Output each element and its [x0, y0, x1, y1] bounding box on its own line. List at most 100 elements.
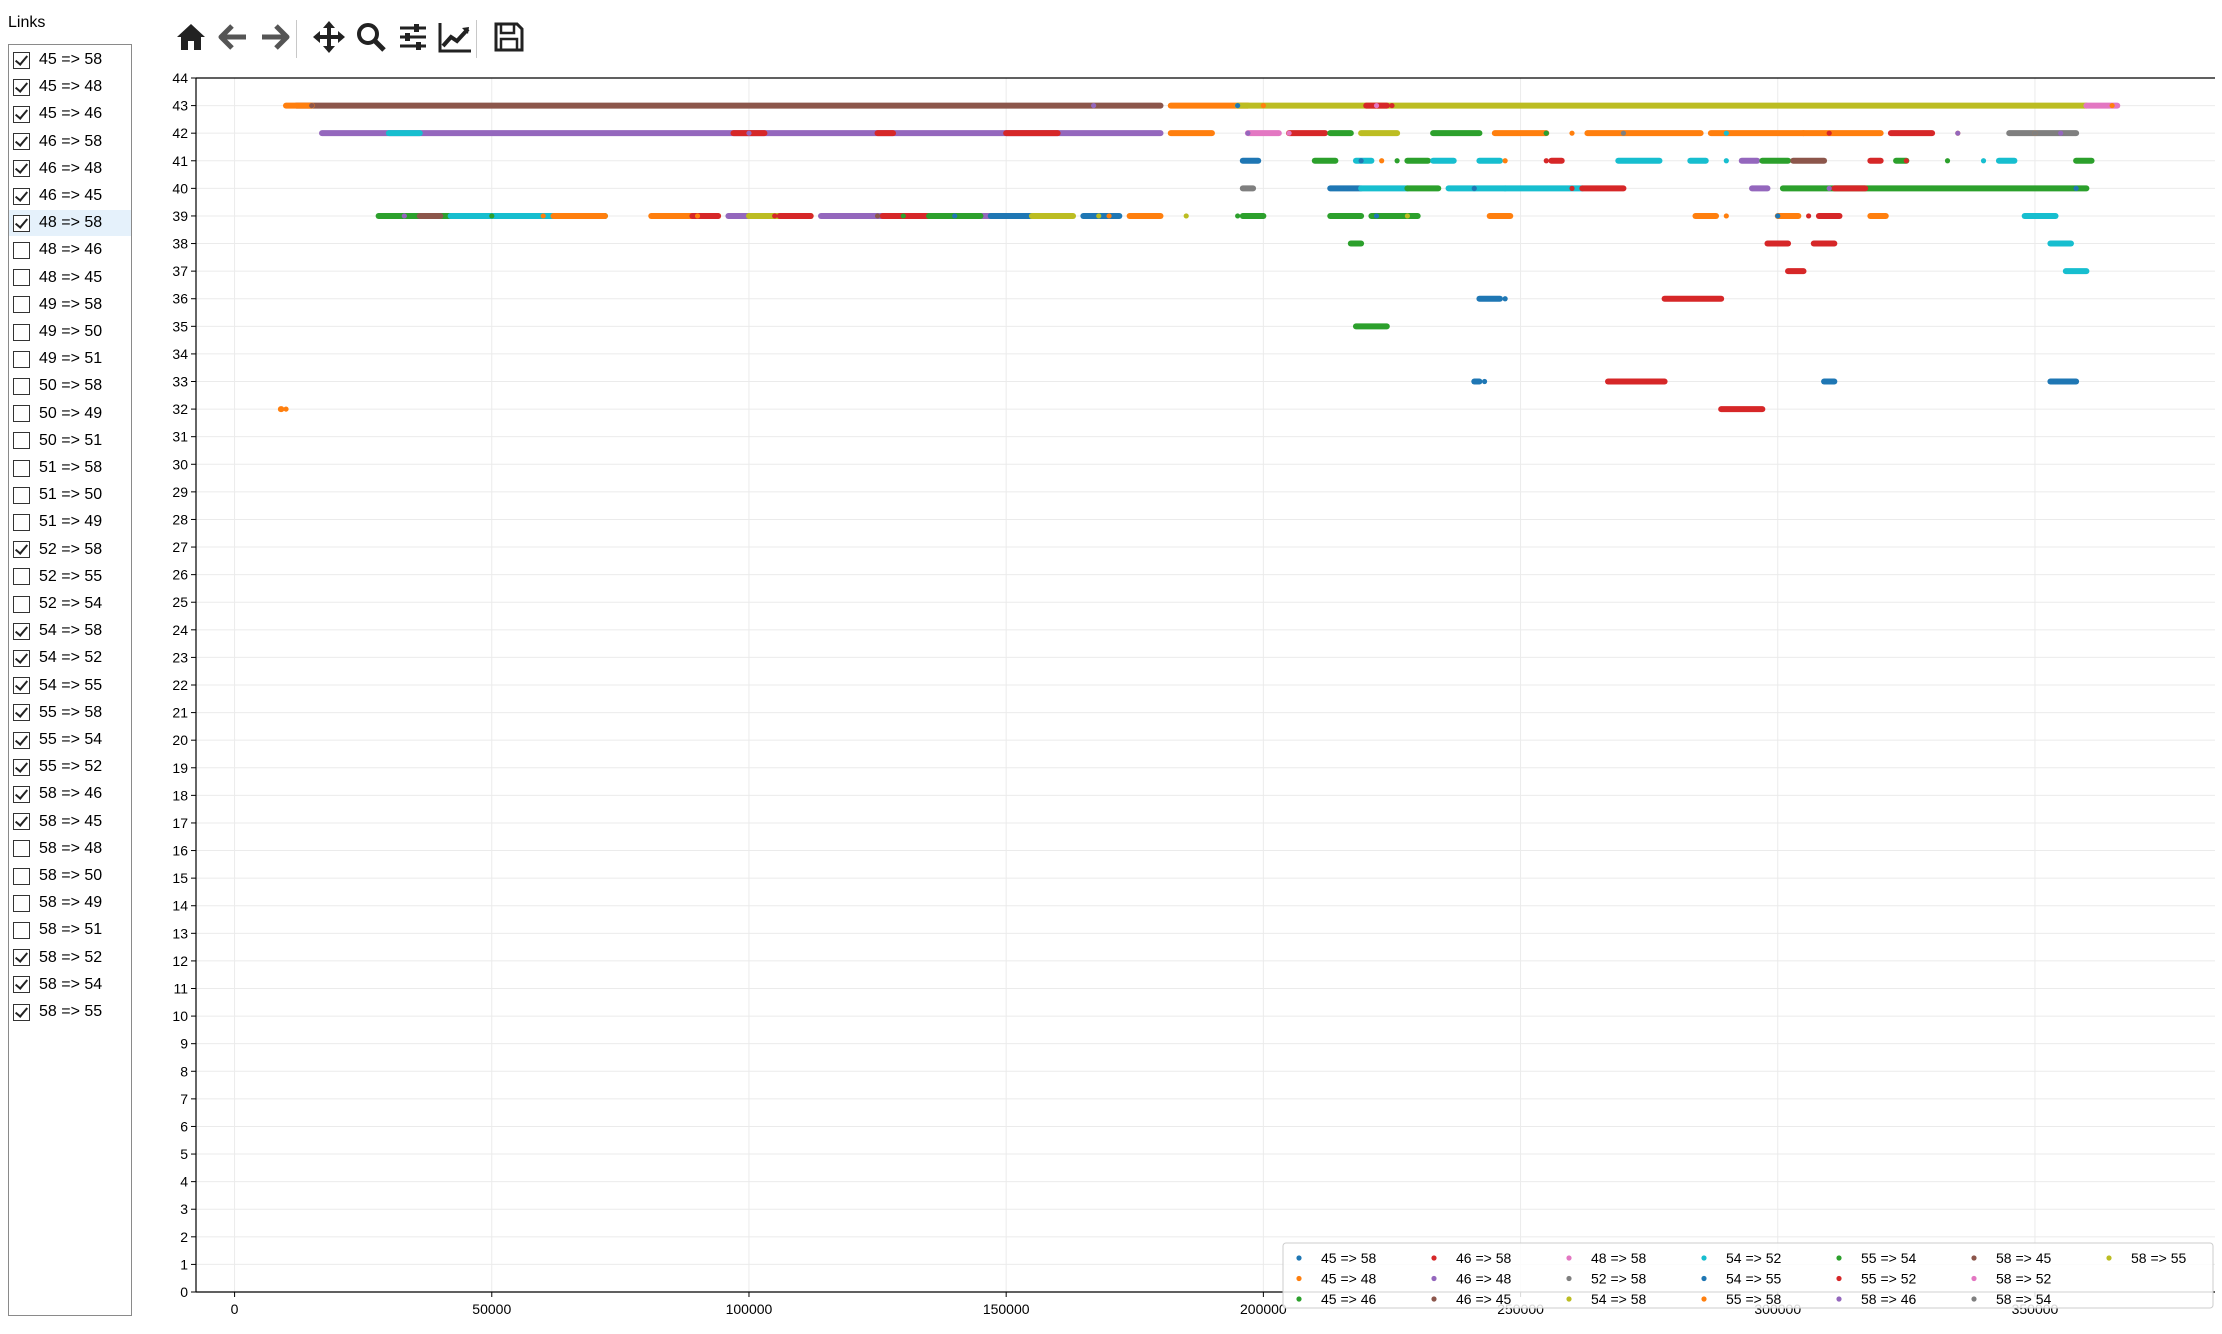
link-item[interactable]: 58 => 51	[9, 917, 131, 943]
link-checkbox[interactable]	[13, 323, 30, 341]
legend-marker	[1836, 1275, 1842, 1282]
link-checkbox[interactable]	[13, 350, 30, 368]
link-item[interactable]: 52 => 58	[9, 537, 131, 563]
legend-marker	[1296, 1255, 1302, 1261]
data-point	[1543, 130, 1549, 136]
link-checkbox[interactable]	[13, 187, 30, 205]
link-checkbox[interactable]	[13, 921, 30, 939]
edit-axis-curve-icon	[437, 20, 473, 59]
link-checkbox[interactable]	[13, 377, 30, 395]
link-item[interactable]: 49 => 58	[9, 292, 131, 318]
y-tick-label: 34	[172, 346, 188, 362]
link-checkbox[interactable]	[13, 758, 30, 776]
link-item[interactable]: 54 => 55	[9, 673, 131, 699]
link-checkbox[interactable]	[13, 78, 30, 96]
link-checkbox[interactable]	[13, 677, 30, 695]
link-checkbox[interactable]	[13, 160, 30, 178]
link-item[interactable]: 46 => 58	[9, 129, 131, 155]
link-checkbox[interactable]	[13, 405, 30, 423]
save-floppy-button[interactable]	[488, 16, 530, 62]
link-item[interactable]: 58 => 55	[9, 999, 131, 1025]
link-checkbox[interactable]	[13, 1003, 30, 1021]
link-checkbox[interactable]	[13, 840, 30, 858]
link-item[interactable]: 50 => 49	[9, 401, 131, 427]
link-item[interactable]: 55 => 54	[9, 727, 131, 753]
link-item[interactable]: 50 => 51	[9, 428, 131, 454]
link-item[interactable]: 54 => 58	[9, 618, 131, 644]
link-item[interactable]: 58 => 52	[9, 945, 131, 971]
link-item[interactable]: 45 => 48	[9, 74, 131, 100]
link-item[interactable]: 51 => 58	[9, 455, 131, 481]
link-checkbox[interactable]	[13, 51, 30, 69]
data-point	[1389, 102, 1395, 109]
link-item[interactable]: 58 => 49	[9, 890, 131, 916]
link-item[interactable]: 45 => 58	[9, 47, 131, 73]
link-label: 48 => 45	[39, 268, 103, 286]
data-point	[1235, 213, 1241, 219]
link-checkbox[interactable]	[13, 894, 30, 912]
link-checkbox[interactable]	[13, 785, 30, 803]
link-item[interactable]: 52 => 54	[9, 591, 131, 617]
link-checkbox[interactable]	[13, 133, 30, 151]
link-item[interactable]: 52 => 55	[9, 564, 131, 590]
link-checkbox[interactable]	[13, 296, 30, 314]
link-checkbox[interactable]	[13, 459, 30, 477]
link-checkbox[interactable]	[13, 568, 30, 586]
links-list[interactable]: 45 => 58 45 => 48 45 => 46 46 => 58 46 => 48…	[8, 44, 132, 1316]
link-checkbox[interactable]	[13, 867, 30, 885]
legend-marker	[1971, 1296, 1977, 1302]
link-item[interactable]: 58 => 48	[9, 836, 131, 862]
link-item[interactable]: 45 => 46	[9, 101, 131, 127]
link-checkbox[interactable]	[13, 541, 30, 559]
link-item[interactable]: 55 => 52	[9, 754, 131, 780]
link-item[interactable]: 49 => 51	[9, 346, 131, 372]
link-checkbox[interactable]	[13, 241, 30, 259]
link-checkbox[interactable]	[13, 269, 30, 287]
zoom-magnifier-button[interactable]	[350, 16, 392, 62]
link-checkbox[interactable]	[13, 813, 30, 831]
link-item[interactable]: 49 => 50	[9, 319, 131, 345]
link-checkbox[interactable]	[13, 513, 30, 531]
data-point	[1240, 185, 1246, 191]
link-item[interactable]: 46 => 48	[9, 156, 131, 182]
link-item[interactable]: 58 => 45	[9, 809, 131, 835]
link-checkbox[interactable]	[13, 976, 30, 994]
link-item[interactable]: 54 => 52	[9, 645, 131, 671]
data-point	[2073, 185, 2079, 191]
link-checkbox[interactable]	[13, 704, 30, 722]
pan-move-button[interactable]	[308, 16, 350, 62]
link-item[interactable]: 51 => 50	[9, 482, 131, 508]
data-point	[1595, 185, 1601, 191]
legend-label: 45 => 46	[1321, 1291, 1376, 1307]
link-item[interactable]: 51 => 49	[9, 509, 131, 535]
x-tick-label: 50000	[472, 1301, 511, 1317]
link-item[interactable]: 46 => 45	[9, 183, 131, 209]
link-checkbox[interactable]	[13, 731, 30, 749]
link-item[interactable]: 48 => 45	[9, 265, 131, 291]
link-item[interactable]: 58 => 46	[9, 781, 131, 807]
link-checkbox[interactable]	[13, 105, 30, 123]
y-tick-label: 33	[172, 374, 188, 390]
link-checkbox[interactable]	[13, 432, 30, 450]
link-item[interactable]: 50 => 58	[9, 373, 131, 399]
home-button[interactable]	[170, 16, 212, 62]
link-item[interactable]: 58 => 54	[9, 972, 131, 998]
link-checkbox[interactable]	[13, 622, 30, 640]
link-item[interactable]: 48 => 46	[9, 237, 131, 263]
link-item[interactable]: 58 => 50	[9, 863, 131, 889]
y-tick-label: 21	[172, 705, 188, 721]
link-checkbox[interactable]	[13, 649, 30, 667]
link-label: 51 => 50	[39, 486, 103, 504]
forward-arrow-button[interactable]	[254, 16, 296, 62]
link-checkbox[interactable]	[13, 214, 30, 232]
link-checkbox[interactable]	[13, 595, 30, 613]
legend-marker	[1431, 1255, 1437, 1261]
link-item[interactable]: 55 => 58	[9, 700, 131, 726]
link-checkbox[interactable]	[13, 949, 30, 967]
link-item[interactable]: 48 => 58	[9, 210, 131, 237]
edit-axis-curve-button[interactable]	[434, 16, 476, 62]
link-checkbox[interactable]	[13, 486, 30, 504]
back-arrow-button[interactable]	[212, 16, 254, 62]
configure-subplots-button[interactable]	[392, 16, 434, 62]
